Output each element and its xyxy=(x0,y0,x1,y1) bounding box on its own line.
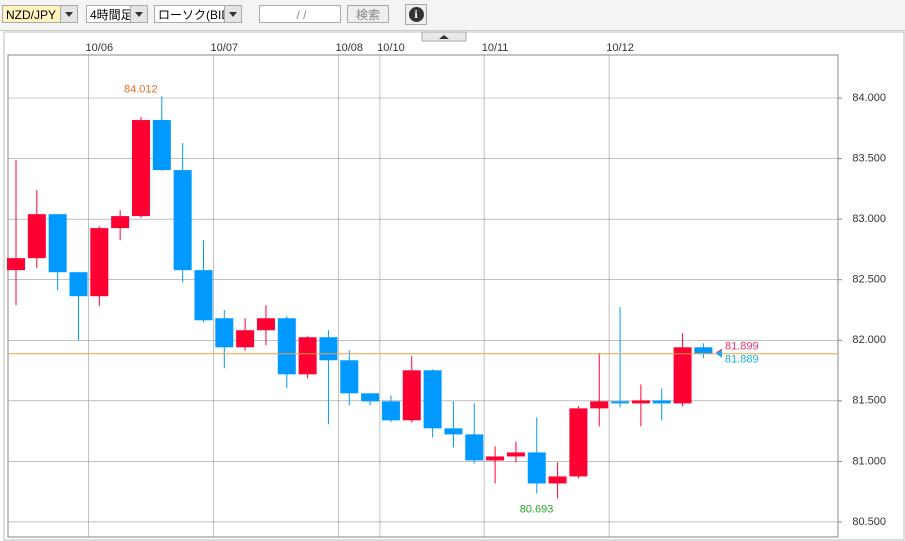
candle-body xyxy=(7,258,25,271)
candle-body xyxy=(527,452,546,484)
symbol: NZD/JPY xyxy=(6,8,57,22)
candle-body xyxy=(69,272,88,297)
period-select[interactable]: 4時間足 xyxy=(86,5,148,23)
candle-body xyxy=(402,370,421,421)
y-tick-label: 83.500 xyxy=(852,152,886,164)
x-tick-label: 10/11 xyxy=(482,42,509,54)
candle-body xyxy=(673,347,692,404)
y-tick-label: 82.000 xyxy=(852,334,886,346)
x-tick-label: 10/12 xyxy=(606,42,634,54)
candle-body xyxy=(361,393,380,402)
candle-body xyxy=(548,476,567,484)
y-tick-label: 81.500 xyxy=(852,395,886,407)
candle-body xyxy=(277,318,296,375)
y-tick-label: 81.000 xyxy=(852,455,886,467)
high-label: 84.012 xyxy=(124,83,158,95)
candle-body xyxy=(256,318,275,331)
x-tick-label: 10/06 xyxy=(86,42,114,54)
price-label: 81.899 xyxy=(725,340,759,352)
date: / / xyxy=(296,8,307,22)
candle-body xyxy=(611,401,630,404)
candle-body xyxy=(173,170,192,271)
candle-body xyxy=(465,434,484,461)
candle-body xyxy=(340,360,359,394)
candle-body xyxy=(215,318,234,348)
candle-body xyxy=(569,408,588,477)
candle-body xyxy=(631,400,650,404)
candle-body xyxy=(298,337,317,375)
y-tick-label: 83.000 xyxy=(852,213,886,225)
candle-body xyxy=(423,370,442,429)
candle-body xyxy=(111,216,130,229)
candle-body xyxy=(590,401,609,409)
info-button[interactable]: i xyxy=(405,4,427,25)
y-tick-label: 80.500 xyxy=(852,516,886,528)
date-input[interactable]: / / xyxy=(259,5,341,23)
chart: 80.500 81.000 81.500 82.000 82.500 83.000 83.5… xyxy=(3,31,905,541)
candle-body xyxy=(319,337,338,361)
price-marker xyxy=(716,349,722,358)
candle-body xyxy=(152,120,171,171)
info-icon: i xyxy=(408,7,424,22)
period: 4時間足 xyxy=(90,8,133,22)
kind-select[interactable]: ローソク(BID) xyxy=(154,5,242,23)
collapse-arrow xyxy=(439,35,449,39)
y-tick-label: 84.000 xyxy=(852,92,886,104)
candle-body xyxy=(131,120,150,217)
x-tick-label: 10/10 xyxy=(377,42,405,54)
candle-body xyxy=(506,452,525,457)
y-tick-label: 82.500 xyxy=(852,274,886,286)
kind: ローソク(BID) xyxy=(158,8,234,22)
x-tick-label: 10/07 xyxy=(211,42,239,54)
candle-body xyxy=(694,347,713,354)
toolbar: NZD/JPY 4時間足 ローソク(BID) / / 検索 i xyxy=(0,0,905,31)
candle-body xyxy=(90,228,109,297)
candle-body xyxy=(48,214,67,273)
search-button[interactable]: 検索 xyxy=(347,5,389,23)
candle-body xyxy=(194,270,213,321)
candle-body xyxy=(486,456,505,461)
symbol-select[interactable]: NZD/JPY xyxy=(2,5,78,23)
price-label: 81.889 xyxy=(725,354,759,366)
candle-body xyxy=(444,428,463,435)
low-label: 80.693 xyxy=(520,504,554,516)
search: 検索 xyxy=(355,8,380,22)
candle-body xyxy=(381,401,400,421)
candle-body xyxy=(236,330,255,348)
x-tick-label: 10/08 xyxy=(336,42,364,54)
candle-body xyxy=(652,400,671,404)
candle-body xyxy=(27,214,46,259)
